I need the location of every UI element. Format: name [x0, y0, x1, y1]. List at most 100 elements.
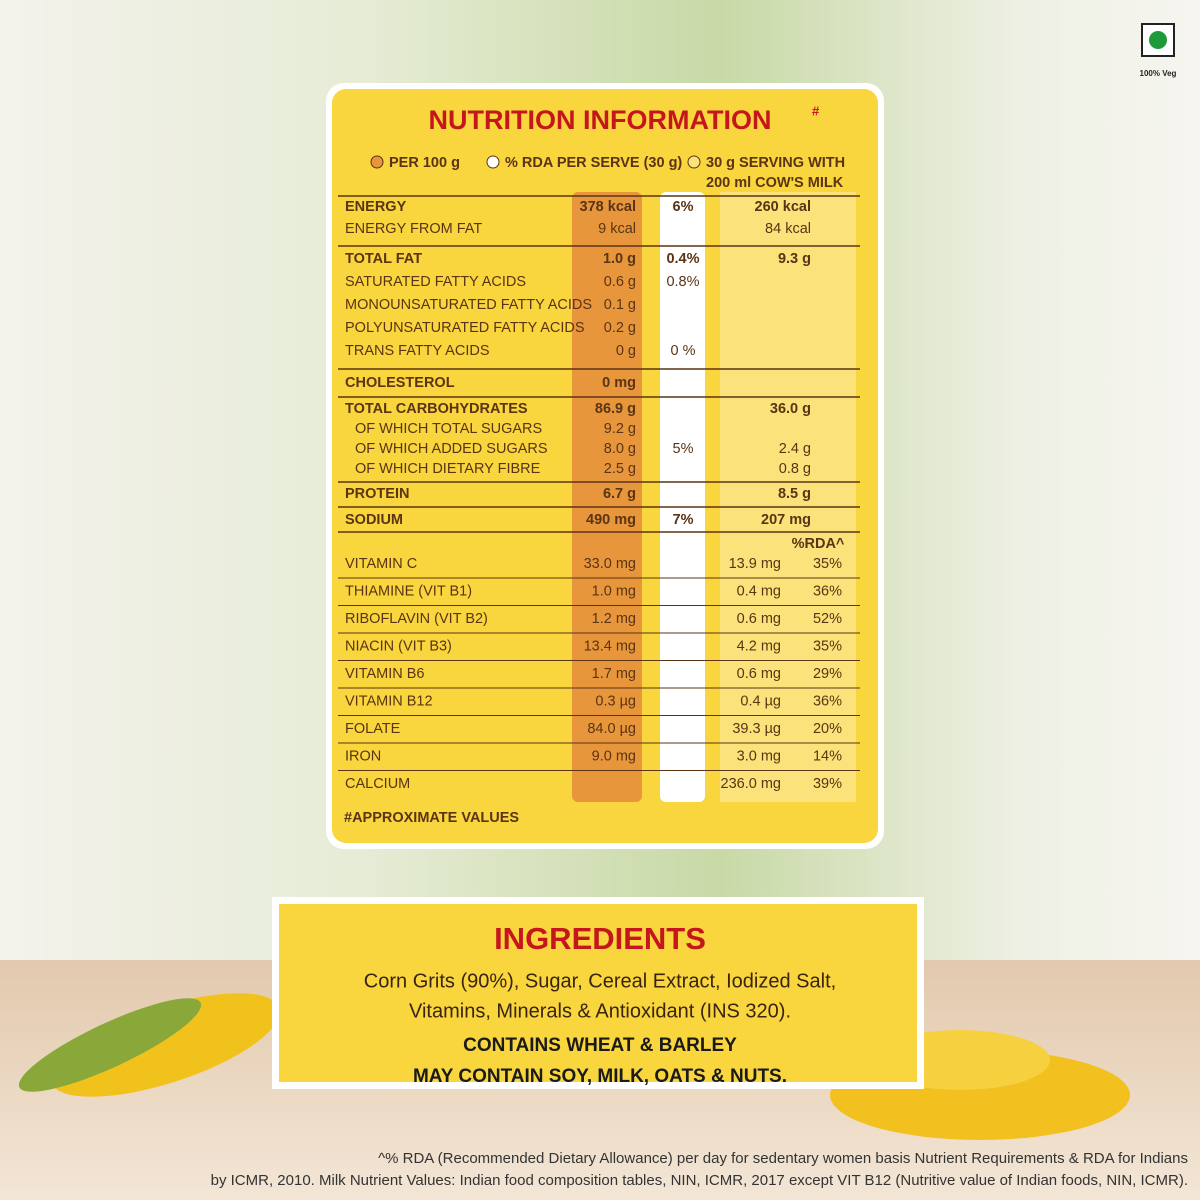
serving-value: 9.3 g [778, 251, 811, 267]
nutrition-title: NUTRITION INFORMATION [429, 105, 772, 135]
column-header: % RDA PER SERVE (30 g) [505, 155, 682, 171]
per100-value: 9.0 mg [592, 748, 636, 764]
nutrient-label: ENERGY [345, 199, 407, 215]
rda-value: 0 % [671, 343, 696, 359]
nutrient-label: POLYUNSATURATED FATTY ACIDS [345, 320, 585, 336]
serving-rda-value: 29% [813, 666, 842, 682]
nutrient-label: SODIUM [345, 512, 403, 528]
ingredients-text: Vitamins, Minerals & Antioxidant (INS 32… [409, 1000, 791, 1022]
per100-value: 0.2 g [604, 320, 636, 336]
per100-value: 0 g [616, 343, 636, 359]
nutrient-label: VITAMIN B12 [345, 693, 433, 709]
rda-value: 0.4% [666, 251, 699, 267]
rda-column [660, 192, 705, 802]
nutrient-label: RIBOFLAVIN (VIT B2) [345, 611, 488, 627]
serving-value: 2.4 g [779, 441, 811, 457]
serving-value: 39.3 µg [732, 721, 781, 737]
column-header: PER 100 g [389, 155, 460, 171]
per100-value: 1.7 mg [592, 666, 636, 682]
serving-value: 4.2 mg [737, 638, 781, 654]
corn-cob [18, 993, 280, 1097]
per100-value: 0.3 µg [595, 693, 636, 709]
column-header: 200 ml COW'S MILK [706, 175, 844, 191]
per100-value: 0 mg [602, 375, 636, 391]
nutrient-label: IRON [345, 748, 381, 764]
serving-value: 0.4 µg [740, 693, 781, 709]
per100-value: 84.0 µg [587, 721, 636, 737]
serving-value: 260 kcal [755, 199, 811, 215]
footnote: #APPROXIMATE VALUES [344, 810, 519, 826]
nutrient-label: SATURATED FATTY ACIDS [345, 274, 526, 290]
nutrition-rows: ENERGY 378 kcal 6% 260 kcal ENERGY FROM FAT 9… [338, 199, 860, 792]
serving-value: 0.6 mg [737, 666, 781, 682]
serving-value: 84 kcal [765, 221, 811, 237]
per100-value: 0.6 g [604, 274, 636, 290]
per100-value: 6.7 g [603, 486, 636, 502]
allergen-may-contain: MAY CONTAIN SOY, MILK, OATS & NUTS. [413, 1066, 787, 1087]
serving-rda-value: 14% [813, 748, 842, 764]
serving-value: 0.6 mg [737, 611, 781, 627]
nutrient-label: OF WHICH ADDED SUGARS [355, 441, 548, 457]
per100-value: 9 kcal [598, 221, 636, 237]
per100-value: 378 kcal [580, 199, 636, 215]
per100-value: 2.5 g [604, 461, 636, 477]
nutrient-label: VITAMIN C [345, 556, 417, 572]
rda-subheader: %RDA^ [792, 536, 845, 552]
per100-value: 1.0 mg [592, 583, 636, 599]
veg-badge: 100% Veg [1140, 23, 1177, 78]
legend-dot [486, 155, 500, 169]
nutrient-label: FOLATE [345, 721, 401, 737]
serving-rda-value: 36% [813, 583, 842, 599]
nutrient-label: OF WHICH DIETARY FIBRE [355, 461, 541, 477]
per100-column [572, 192, 642, 802]
per100-value: 13.4 mg [584, 638, 636, 654]
disclaimer: by ICMR, 2010. Milk Nutrient Values: Ind… [211, 1172, 1188, 1189]
nutrient-label: CALCIUM [345, 776, 410, 792]
serving-value: 13.9 mg [729, 556, 781, 572]
ingredients-title: INGREDIENTS [494, 921, 706, 956]
serving-value: 0.8 g [779, 461, 811, 477]
nutrient-label: ENERGY FROM FAT [345, 221, 482, 237]
title-mark: # [812, 103, 820, 118]
per100-value: 1.0 g [603, 251, 636, 267]
serving-value: 8.5 g [778, 486, 811, 502]
per100-value: 33.0 mg [584, 556, 636, 572]
serving-rda-value: 20% [813, 721, 842, 737]
nutrient-label: PROTEIN [345, 486, 409, 502]
serving-value: 236.0 mg [721, 776, 781, 792]
column-header: 30 g SERVING WITH [706, 155, 845, 171]
rda-value: 5% [673, 441, 694, 457]
nutrient-label: NIACIN (VIT B3) [345, 638, 452, 654]
serving-rda-value: 35% [813, 638, 842, 654]
disclaimer: ^% RDA (Recommended Dietary Allowance) p… [378, 1150, 1188, 1167]
per100-value: 0.1 g [604, 297, 636, 313]
ingredients-box [279, 904, 917, 1082]
nutrient-label: VITAMIN B6 [345, 666, 425, 682]
nutrient-label: THIAMINE (VIT B1) [345, 583, 472, 599]
serving-value: 0.4 mg [737, 583, 781, 599]
nutrient-label: TOTAL CARBOHYDRATES [345, 401, 528, 417]
nutrient-label: TRANS FATTY ACIDS [345, 343, 490, 359]
nutrient-label: TOTAL FAT [345, 251, 422, 267]
per100-value: 8.0 g [604, 441, 636, 457]
ingredients-text: Corn Grits (90%), Sugar, Cereal Extract,… [364, 970, 836, 992]
serving-value: 36.0 g [770, 401, 811, 417]
rda-value: 7% [673, 512, 694, 528]
per100-value: 490 mg [586, 512, 636, 528]
serving-value: 3.0 mg [737, 748, 781, 764]
allergen-contains: CONTAINS WHEAT & BARLEY [463, 1035, 737, 1056]
legend-dot [687, 155, 701, 169]
per100-value: 1.2 mg [592, 611, 636, 627]
nutrient-label: CHOLESTEROL [345, 375, 455, 391]
legend-dot [370, 155, 384, 169]
nutrient-label: OF WHICH TOTAL SUGARS [355, 421, 542, 437]
per100-value: 86.9 g [595, 401, 636, 417]
serving-value: 207 mg [761, 512, 811, 528]
serving-column [720, 192, 856, 802]
nutrient-label: MONOUNSATURATED FATTY ACIDS [345, 297, 592, 313]
serving-rda-value: 35% [813, 556, 842, 572]
serving-rda-value: 36% [813, 693, 842, 709]
rda-value: 0.8% [666, 274, 699, 290]
per100-value: 9.2 g [604, 421, 636, 437]
